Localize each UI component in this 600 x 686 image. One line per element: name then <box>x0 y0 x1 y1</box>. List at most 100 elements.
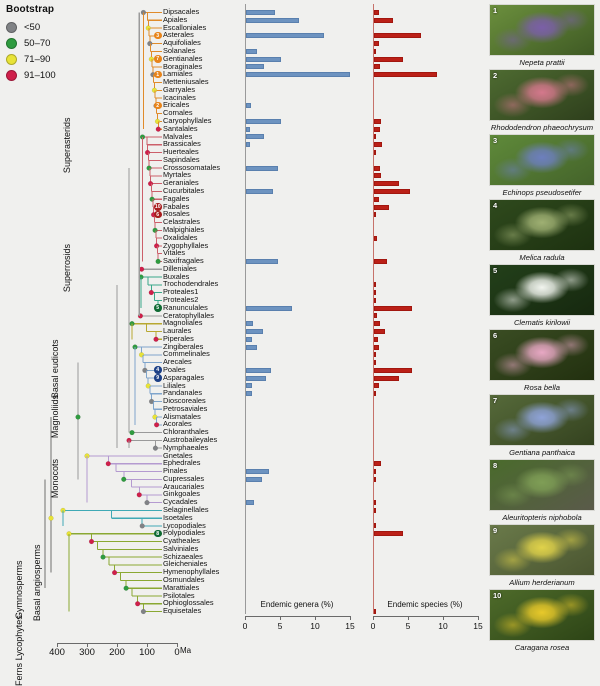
bar <box>246 10 275 15</box>
axis-tick-label: 0 <box>370 621 376 631</box>
taxon-name: Saxifragales <box>163 256 204 266</box>
taxon-name: Malpighiales <box>163 224 205 234</box>
axis-tick <box>280 616 281 620</box>
genera-axis-rule <box>245 616 350 617</box>
taxon-label: Huerteales <box>163 148 199 156</box>
bootstrap-swatch-icon <box>6 70 17 81</box>
taxon-label: Cupressales <box>163 473 205 483</box>
taxon-name: Asterales <box>163 30 194 40</box>
taxon-label: Dioscoreales <box>163 397 206 405</box>
photo-reference-badge: 4 <box>154 366 162 374</box>
bar <box>246 142 251 148</box>
legend-item-label: 91–100 <box>24 70 56 81</box>
bar <box>374 290 376 296</box>
taxon-label: Pandanales <box>163 389 202 397</box>
bar <box>246 17 300 23</box>
bar <box>374 360 376 366</box>
legend-item: <50 <box>6 20 116 35</box>
bootstrap-node-dot <box>48 515 54 521</box>
taxon-name: Pinales <box>163 466 188 476</box>
taxon-label: Laurales <box>163 327 191 335</box>
axis-tick <box>373 616 374 620</box>
bar <box>374 523 376 529</box>
legend-item: 71–90 <box>6 52 116 67</box>
taxon-label: Dilleniales <box>163 264 197 273</box>
taxon-label: Cucurbitales <box>163 187 204 195</box>
bar <box>374 212 376 218</box>
bootstrap-node-dot <box>111 570 118 576</box>
bar <box>374 305 412 311</box>
taxon-label: Garryales <box>163 85 195 94</box>
species-axis: Endemic species (%) 0 5 10 15 <box>366 600 484 632</box>
taxon-name: Psilotales <box>163 590 195 600</box>
taxon-name: Huerteales <box>163 147 199 157</box>
photo-caption: Clematis kirilowii <box>513 317 571 327</box>
legend-item: 50–70 <box>6 36 116 51</box>
taxon-label: Zygophyllales <box>163 241 208 250</box>
bootstrap-swatch-icon <box>6 38 17 49</box>
bar <box>374 126 380 132</box>
time-axis-tick-label: 200 <box>109 647 125 658</box>
taxon-name: Apiales <box>163 14 188 24</box>
photo-reference-badge: 10 <box>154 203 162 211</box>
clade-label: Gymnosperms <box>14 560 24 620</box>
bootstrap-swatch-icon <box>6 54 17 65</box>
species-axis-rule <box>373 616 478 617</box>
taxon-label: Dipsacales <box>163 8 199 16</box>
genera-zero-axis <box>245 4 246 614</box>
bar <box>374 134 377 140</box>
taxon-name: Cupressales <box>163 473 205 483</box>
photo-item: 9 Allium herderianum <box>486 524 598 587</box>
bar <box>246 165 278 171</box>
photo-reference-badge: 1 <box>154 70 162 79</box>
taxon-label: Petrosaviales <box>163 404 207 413</box>
taxon-name: Arecales <box>163 357 192 367</box>
axis-tick <box>315 616 316 620</box>
bootstrap-node-dot <box>121 476 127 482</box>
bootstrap-node-dot <box>88 538 95 545</box>
taxon-name: Salviniales <box>163 543 199 553</box>
taxon-label: 7 Gentianales <box>154 54 202 63</box>
bootstrap-node-dot <box>148 289 154 296</box>
taxon-name: Zingiberales <box>163 341 204 351</box>
legend-item-label: <50 <box>24 22 41 33</box>
taxon-name: Isoetales <box>163 512 193 522</box>
taxon-label: 3 Asterales <box>154 30 194 40</box>
taxon-name: Aquifoliales <box>163 38 201 48</box>
time-axis-tick-label: 300 <box>79 647 95 658</box>
photo-caption: Caragana rosea <box>514 642 570 652</box>
taxon-label: 5 Ranunculales <box>154 303 208 312</box>
bar <box>246 134 264 140</box>
taxon-label: Cyatheales <box>163 537 200 545</box>
bootstrap-node-dot <box>153 243 160 249</box>
bar <box>246 344 257 350</box>
clade-label: Basal eudicots <box>50 339 60 399</box>
bar <box>374 118 381 124</box>
photo-item: 3 Echinops pseudosetifer <box>486 134 598 197</box>
taxon-name: Boraginales <box>163 61 203 71</box>
taxon-label: Boraginales <box>163 61 203 71</box>
time-axis-unit: Ma <box>180 646 192 655</box>
taxon-name: Poales <box>163 364 186 374</box>
taxon-name: Marattiales <box>163 582 200 592</box>
time-axis-tick-label: 100 <box>139 647 155 658</box>
bar <box>374 469 376 475</box>
photo-caption: Aleuritopteris niphobola <box>502 512 582 522</box>
taxon-label: Zingiberales <box>163 341 204 351</box>
taxon-label: Icacinales <box>163 93 196 102</box>
taxon-label: Gnetales <box>163 451 193 460</box>
taxon-label: Geraniales <box>163 179 199 187</box>
bootstrap-node-dot <box>147 181 154 187</box>
photo-item: 1 Nepeta prattii <box>486 4 598 67</box>
taxon-name: Vitales <box>163 248 186 258</box>
taxon-name: Cucurbitales <box>163 186 205 196</box>
bar <box>374 531 404 537</box>
bar <box>246 305 293 311</box>
taxon-name: Commelinales <box>163 349 210 359</box>
axis-tick-label: 0 <box>242 621 248 631</box>
taxon-label: Metteniusales <box>163 78 209 86</box>
photo-item: 6 Rosa bella <box>486 329 598 392</box>
taxon-label: Cornales <box>163 109 193 117</box>
photo-caption: Rosa bella <box>524 382 560 392</box>
bootstrap-node-dot <box>149 196 155 202</box>
